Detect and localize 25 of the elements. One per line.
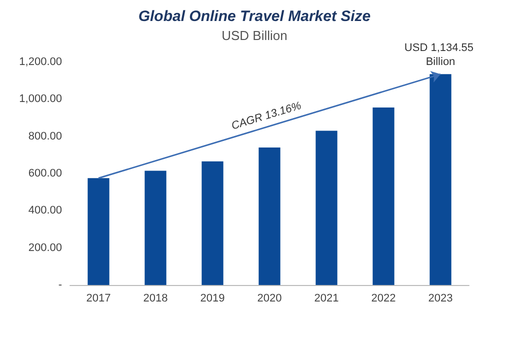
bar	[316, 130, 338, 285]
bar	[202, 161, 224, 285]
x-tick-label: 2023	[428, 292, 453, 304]
bar	[372, 108, 394, 285]
bar	[144, 170, 166, 285]
y-tick-label: 800.00	[28, 130, 62, 142]
chart-subtitle: USD Billion	[222, 28, 288, 43]
y-tick-label: 200.00	[28, 242, 62, 254]
y-tick-label: 1,200.00	[19, 56, 62, 68]
x-tick-label: 2018	[143, 292, 168, 304]
annotation: CAGR 13.16%	[230, 100, 303, 132]
data-label: USD 1,134.55 Billion	[404, 42, 477, 68]
y-tick-label: 400.00	[28, 204, 62, 217]
x-tick-label: 2017	[86, 292, 111, 304]
y-tick-label: 1,000.00	[19, 93, 62, 106]
x-tick-label: 2021	[314, 292, 339, 304]
chart-title: Global Online Travel Market Size	[138, 8, 371, 25]
x-tick-label: 2019	[200, 292, 225, 304]
y-tick-label: -	[58, 279, 62, 291]
x-tick-label: 2022	[371, 292, 396, 304]
bar	[430, 74, 452, 285]
bar	[258, 147, 280, 285]
y-tick-label: 600.00	[28, 168, 62, 180]
bar	[88, 178, 110, 285]
x-tick-label: 2020	[257, 292, 282, 304]
